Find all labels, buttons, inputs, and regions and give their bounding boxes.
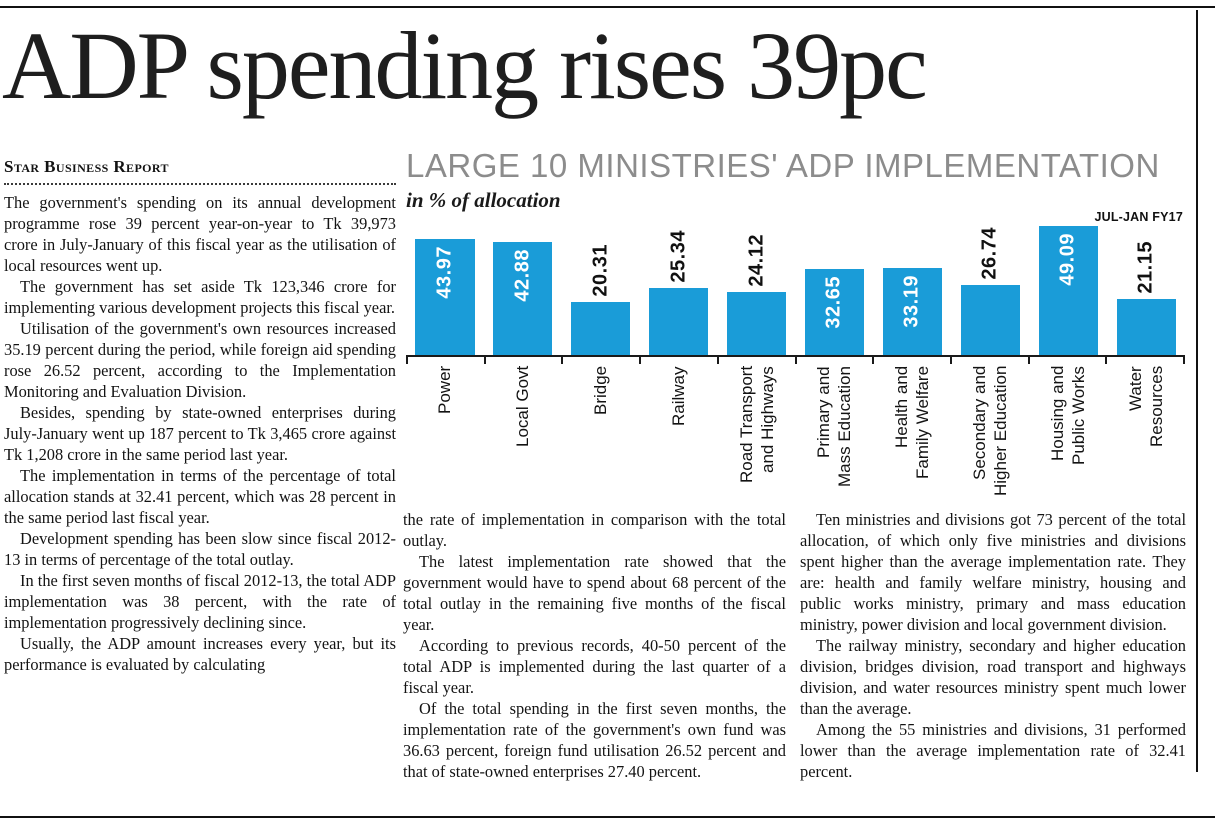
category-label: Primary and Mass Education: [814, 366, 855, 487]
axis-tick: [716, 357, 795, 364]
bar: [571, 302, 631, 355]
adp-implementation-chart: LARGE 10 MINISTRIES' ADP IMPLEMENTATION …: [406, 146, 1185, 518]
category-label: Local Govt: [513, 366, 533, 448]
bar: [493, 242, 553, 355]
article-paragraph: The government's spending on its annual …: [4, 193, 396, 275]
article-paragraph: Among the 55 ministries and divisions, 3…: [800, 720, 1186, 781]
bar-value-label: 43.97: [433, 246, 456, 299]
article-paragraph: In the first seven months of fiscal 2012…: [4, 571, 396, 632]
bar: [649, 288, 709, 355]
chart-plot: 43.97 42.88 20.31 25.34 24.12 32.65 33.19 26.74…: [406, 223, 1185, 355]
axis-tick: [483, 357, 562, 364]
bar-value-label: 42.88: [511, 249, 534, 302]
article-paragraph: Of the total spending in the first seven…: [403, 699, 786, 781]
category-cell: Railway: [640, 366, 718, 518]
category-cell: Local Govt: [484, 366, 562, 518]
axis-tick: [794, 357, 873, 364]
axis-tick: [406, 357, 484, 364]
category-cell: Road Transport and Highways: [718, 366, 796, 518]
category-label: Housing and Public Works: [1048, 366, 1089, 465]
chart-x-axis: [406, 355, 1185, 357]
article-paragraph: The latest implementation rate showed th…: [403, 552, 786, 634]
right-column-rule: [1196, 10, 1198, 772]
bar-value-label: 25.34: [667, 230, 690, 283]
byline-divider: [4, 181, 396, 185]
article-column-2-body: the rate of implementation in comparison…: [403, 509, 786, 782]
bar: [1116, 299, 1176, 355]
bar-slot: 49.09: [1029, 223, 1107, 355]
article-column-3: Ten ministries and divisions got 73 perc…: [800, 509, 1186, 782]
page-title: ADP spending rises 39pc: [2, 12, 928, 119]
bar: [804, 269, 865, 355]
axis-tick: [1105, 357, 1183, 364]
category-cell: Health and Family Welfare: [873, 366, 951, 518]
chart-title: LARGE 10 MINISTRIES' ADP IMPLEMENTATION: [406, 147, 1160, 184]
bar-value-label: 21.15: [1134, 241, 1157, 294]
bar-value-label: 33.19: [900, 275, 923, 328]
axis-tick: [872, 357, 950, 364]
category-label: Secondary and Higher Education: [970, 366, 1011, 497]
bottom-rule: [0, 816, 1215, 818]
axis-tick: [639, 357, 717, 364]
bar-value-label: 49.09: [1056, 233, 1079, 286]
bar-slot: 33.19: [873, 223, 951, 355]
bar-value-label: 24.12: [745, 234, 768, 287]
bar-slot: 43.97: [406, 223, 484, 355]
article-paragraph: The implementation in terms of the perce…: [4, 466, 396, 527]
category-cell: Secondary and Higher Education: [951, 366, 1029, 518]
category-cell: Primary and Mass Education: [796, 366, 874, 518]
category-label: Water Resources: [1126, 366, 1167, 448]
article-paragraph: The government has set aside Tk 123,346 …: [4, 277, 396, 317]
bar: [960, 285, 1020, 355]
article-paragraph: Development spending has been slow since…: [4, 529, 396, 569]
article-paragraph: Ten ministries and divisions got 73 perc…: [800, 510, 1186, 634]
category-label: Bridge: [591, 366, 611, 416]
chart-categories: Power Local Govt Bridge Railway Road Transpo…: [406, 366, 1185, 518]
axis-tick: [561, 357, 639, 364]
article-paragraph: The railway ministry, secondary and high…: [800, 636, 1186, 718]
bar: [1038, 226, 1098, 355]
article-paragraph: Usually, the ADP amount increases every …: [4, 634, 396, 674]
category-cell: Water Resources: [1107, 366, 1185, 518]
bar: [882, 268, 942, 355]
article-paragraph: According to previous records, 40-50 per…: [403, 636, 786, 697]
article-paragraph: the rate of implementation in comparison…: [403, 510, 786, 550]
category-label: Health and Family Welfare: [892, 366, 933, 480]
category-cell: Housing and Public Works: [1029, 366, 1107, 518]
category-cell: Power: [406, 366, 484, 518]
article-column-2: the rate of implementation in comparison…: [403, 509, 786, 782]
article-column-3-body: Ten ministries and divisions got 73 perc…: [800, 509, 1186, 782]
bar-slot: 26.74: [951, 223, 1029, 355]
article-paragraph: Utilisation of the government's own reso…: [4, 319, 396, 401]
bar-slot: 21.15: [1107, 223, 1185, 355]
chart-axis-ticks: [406, 357, 1185, 364]
bar: [415, 239, 475, 355]
bar-value-label: 20.31: [589, 244, 612, 297]
category-label: Road Transport and Highways: [736, 366, 777, 484]
bar-value-label: 26.74: [978, 227, 1001, 280]
axis-tick: [949, 357, 1028, 364]
top-rule: [0, 6, 1215, 8]
chart-subtitle: in % of allocation: [406, 188, 561, 212]
article-column-1-body: The government's spending on its annual …: [4, 192, 396, 675]
bar: [726, 292, 787, 355]
category-label: Power: [435, 366, 455, 415]
bar-slot: 42.88: [484, 223, 562, 355]
bar-slot: 32.65: [796, 223, 874, 355]
category-cell: Bridge: [562, 366, 640, 518]
byline: Star Business Report: [4, 157, 169, 176]
article-column-1: Star Business Report The government's sp…: [4, 156, 396, 675]
bar-slot: 25.34: [640, 223, 718, 355]
article-paragraph: Besides, spending by state-owned enterpr…: [4, 403, 396, 464]
bar-value-label: 32.65: [822, 276, 845, 329]
bar-slot: 24.12: [718, 223, 796, 355]
axis-tick: [1027, 357, 1106, 364]
bar-slot: 20.31: [562, 223, 640, 355]
chart-period-label: JUL-JAN FY17: [1094, 210, 1183, 224]
category-label: Railway: [669, 366, 689, 426]
